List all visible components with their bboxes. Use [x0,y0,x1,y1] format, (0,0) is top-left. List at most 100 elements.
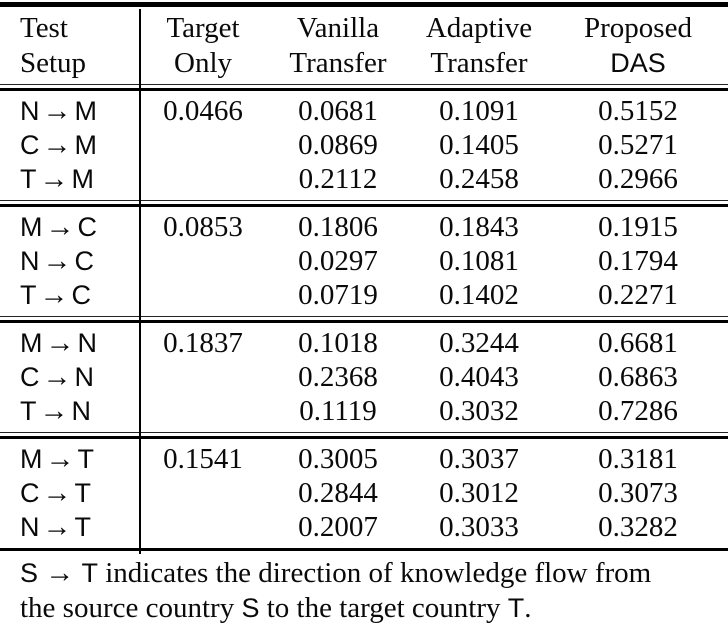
header-target-only: Target Only [140,11,266,81]
header-test-setup: Test Setup [0,11,140,81]
arrow-glyph: → [39,394,69,427]
target-country: N [71,395,91,426]
arrow-glyph: → [45,326,75,359]
table-row: C → N 0.2368 0.4043 0.6863 [0,360,728,394]
vanilla-transfer-value: 0.0869 [298,128,378,161]
test-setup-cell: T → N [0,394,140,428]
vanilla-transfer-value: 0.1119 [299,394,377,427]
vanilla-transfer-value: 0.2368 [298,360,378,393]
target-only-value: 0.0466 [163,94,243,127]
test-setup-cell: T → C [0,278,140,312]
header-adaptive-line2: Transfer [430,46,528,79]
proposed-das-value: 0.2966 [598,162,678,195]
arrow-glyph: → [45,210,75,243]
source-country: M [20,443,43,474]
source-country: M [20,327,43,358]
target-only-value [140,162,266,196]
target-country-symbol: T [507,593,525,623]
proposed-das-value: 0.2271 [598,278,678,311]
block-to-N: M → N 0.1837 0.1018 0.3244 0.6681 C → N 0.23… [0,323,728,432]
target-country: M [74,129,97,160]
footnote-text: indicates the direction of knowledge flo… [105,557,652,589]
proposed-das-value: 0.7286 [598,394,678,427]
proposed-das-value: 0.5271 [598,128,678,161]
footnote-line-2: the source country S to the target count… [20,591,728,626]
source-country-symbol: S [241,593,260,623]
table-row: C → M 0.0869 0.1405 0.5271 [0,128,728,162]
test-setup-cell: C → M [0,128,140,162]
test-setup-cell: M → N [0,326,140,360]
adaptive-transfer-value: 0.4043 [439,360,519,393]
test-setup-cell: C → T [0,476,140,510]
header-adaptive-transfer: Adaptive Transfer [410,11,548,81]
table-row: T → N 0.1119 0.3032 0.7286 [0,394,728,428]
column-divider-line [139,9,141,554]
header-vanilla-line1: Vanilla [296,11,380,44]
adaptive-transfer-value: 0.3012 [439,476,519,509]
target-country: T [74,511,91,542]
vanilla-transfer-value: 0.2007 [298,510,378,543]
target-country: N [74,361,94,392]
test-setup-cell: T → M [0,162,140,196]
target-only-value: 0.0853 [163,210,243,243]
proposed-das-value: 0.6863 [598,360,678,393]
header-vanilla-line2: Transfer [289,46,387,79]
target-country-symbol: T [81,558,98,588]
target-only-value [140,244,266,278]
vanilla-transfer-value: 0.0297 [298,244,378,277]
table-row: N → M 0.0466 0.0681 0.1091 0.5152 [0,94,728,128]
source-country: T [20,395,37,426]
footnote-period: . [524,592,532,624]
table-row: C → T 0.2844 0.3012 0.3073 [0,476,728,510]
footnote-separator-rule [0,547,728,551]
arrow-glyph: → [42,360,72,393]
header-separator-rule [0,83,728,91]
adaptive-transfer-value: 0.1405 [439,128,519,161]
table-row: M → N 0.1837 0.1018 0.3244 0.6681 [0,326,728,360]
source-country: M [20,211,43,242]
header-proposed-line2: DAS [610,47,666,78]
vanilla-transfer-value: 0.3005 [298,442,378,475]
target-country: M [74,95,97,126]
adaptive-transfer-value: 0.1402 [439,278,519,311]
source-country: C [20,361,40,392]
target-only-value [140,360,266,394]
source-country: C [20,477,40,508]
vanilla-transfer-value: 0.2844 [298,476,378,509]
table-row: T → C 0.0719 0.1402 0.2271 [0,278,728,312]
adaptive-transfer-value: 0.1843 [439,210,519,243]
table-row: M → T 0.1541 0.3005 0.3037 0.3181 [0,442,728,476]
vanilla-transfer-value: 0.1806 [298,210,378,243]
arrow-glyph: → [42,476,72,509]
table-header: Test Setup Target Only Vanilla Transfer … [0,7,728,84]
block-separator-rule [0,431,728,439]
adaptive-transfer-value: 0.3032 [439,394,519,427]
target-country: C [77,211,97,242]
proposed-das-value: 0.6681 [598,326,678,359]
header-proposed-das: Proposed DAS [548,11,728,81]
arrow-glyph: → [39,162,69,195]
arrow-glyph: → [42,244,72,277]
proposed-das-value: 0.1915 [598,210,678,243]
block-separator-rule [0,315,728,323]
target-only-value: 0.1541 [163,442,243,475]
target-only-value: 0.1837 [163,326,243,359]
vanilla-transfer-value: 0.1018 [298,326,378,359]
target-country: N [77,327,97,358]
header-test-line2: Setup [20,46,87,79]
target-country: M [71,163,94,194]
vanilla-transfer-value: 0.2112 [298,162,378,195]
arrow-glyph: → [45,442,75,475]
block-to-T: M → T 0.1541 0.3005 0.3037 0.3181 C → T 0.28… [0,439,728,548]
proposed-das-value: 0.5152 [598,94,678,127]
arrow-glyph: → [39,278,69,311]
vanilla-transfer-value: 0.0681 [298,94,378,127]
table-row: T → M 0.2112 0.2458 0.2966 [0,162,728,196]
vanilla-transfer-value: 0.0719 [298,278,378,311]
footnote-text: to the target country [266,592,501,624]
source-country: T [20,163,37,194]
adaptive-transfer-value: 0.1091 [439,94,519,127]
footnote-text: the source country [20,592,235,624]
target-only-value [140,476,266,510]
proposed-das-value: 0.3073 [598,476,678,509]
